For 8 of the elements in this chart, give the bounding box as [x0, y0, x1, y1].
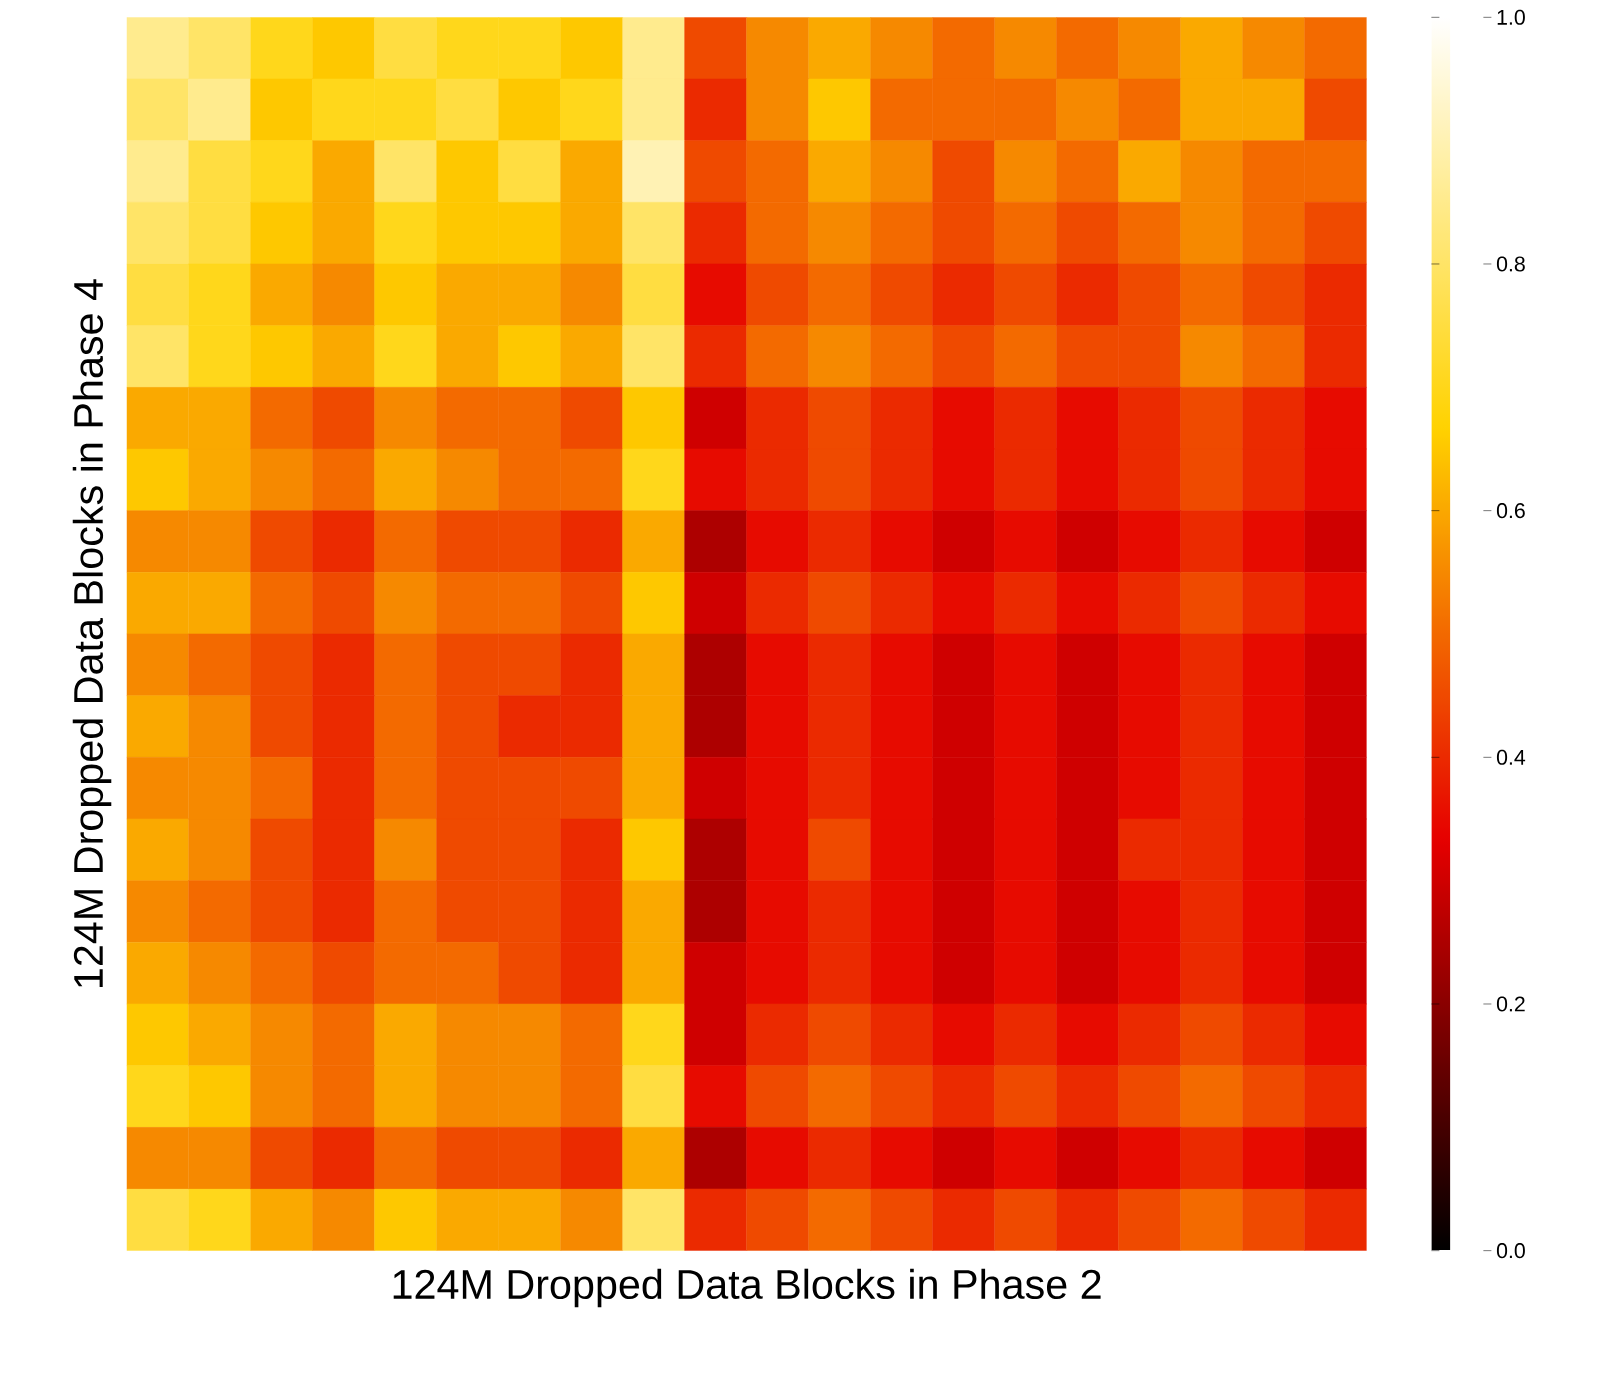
color-bar-label: 0.8 [1496, 256, 1525, 272]
color-bar-label: 0.4 [1496, 749, 1526, 765]
x-axis-title: 124M Dropped Data Blocks in Phase 2 [393, 1268, 1101, 1308]
y-axis-title: 124M Dropped Data Blocks in Phase 4 [72, 279, 112, 987]
color-bar-label: 0.2 [1496, 996, 1525, 1012]
color-bar-label: 1.0 [1497, 9, 1525, 25]
color-bar-label: 0.0 [1496, 1243, 1525, 1259]
color-bar-label: 0.6 [1496, 503, 1525, 519]
